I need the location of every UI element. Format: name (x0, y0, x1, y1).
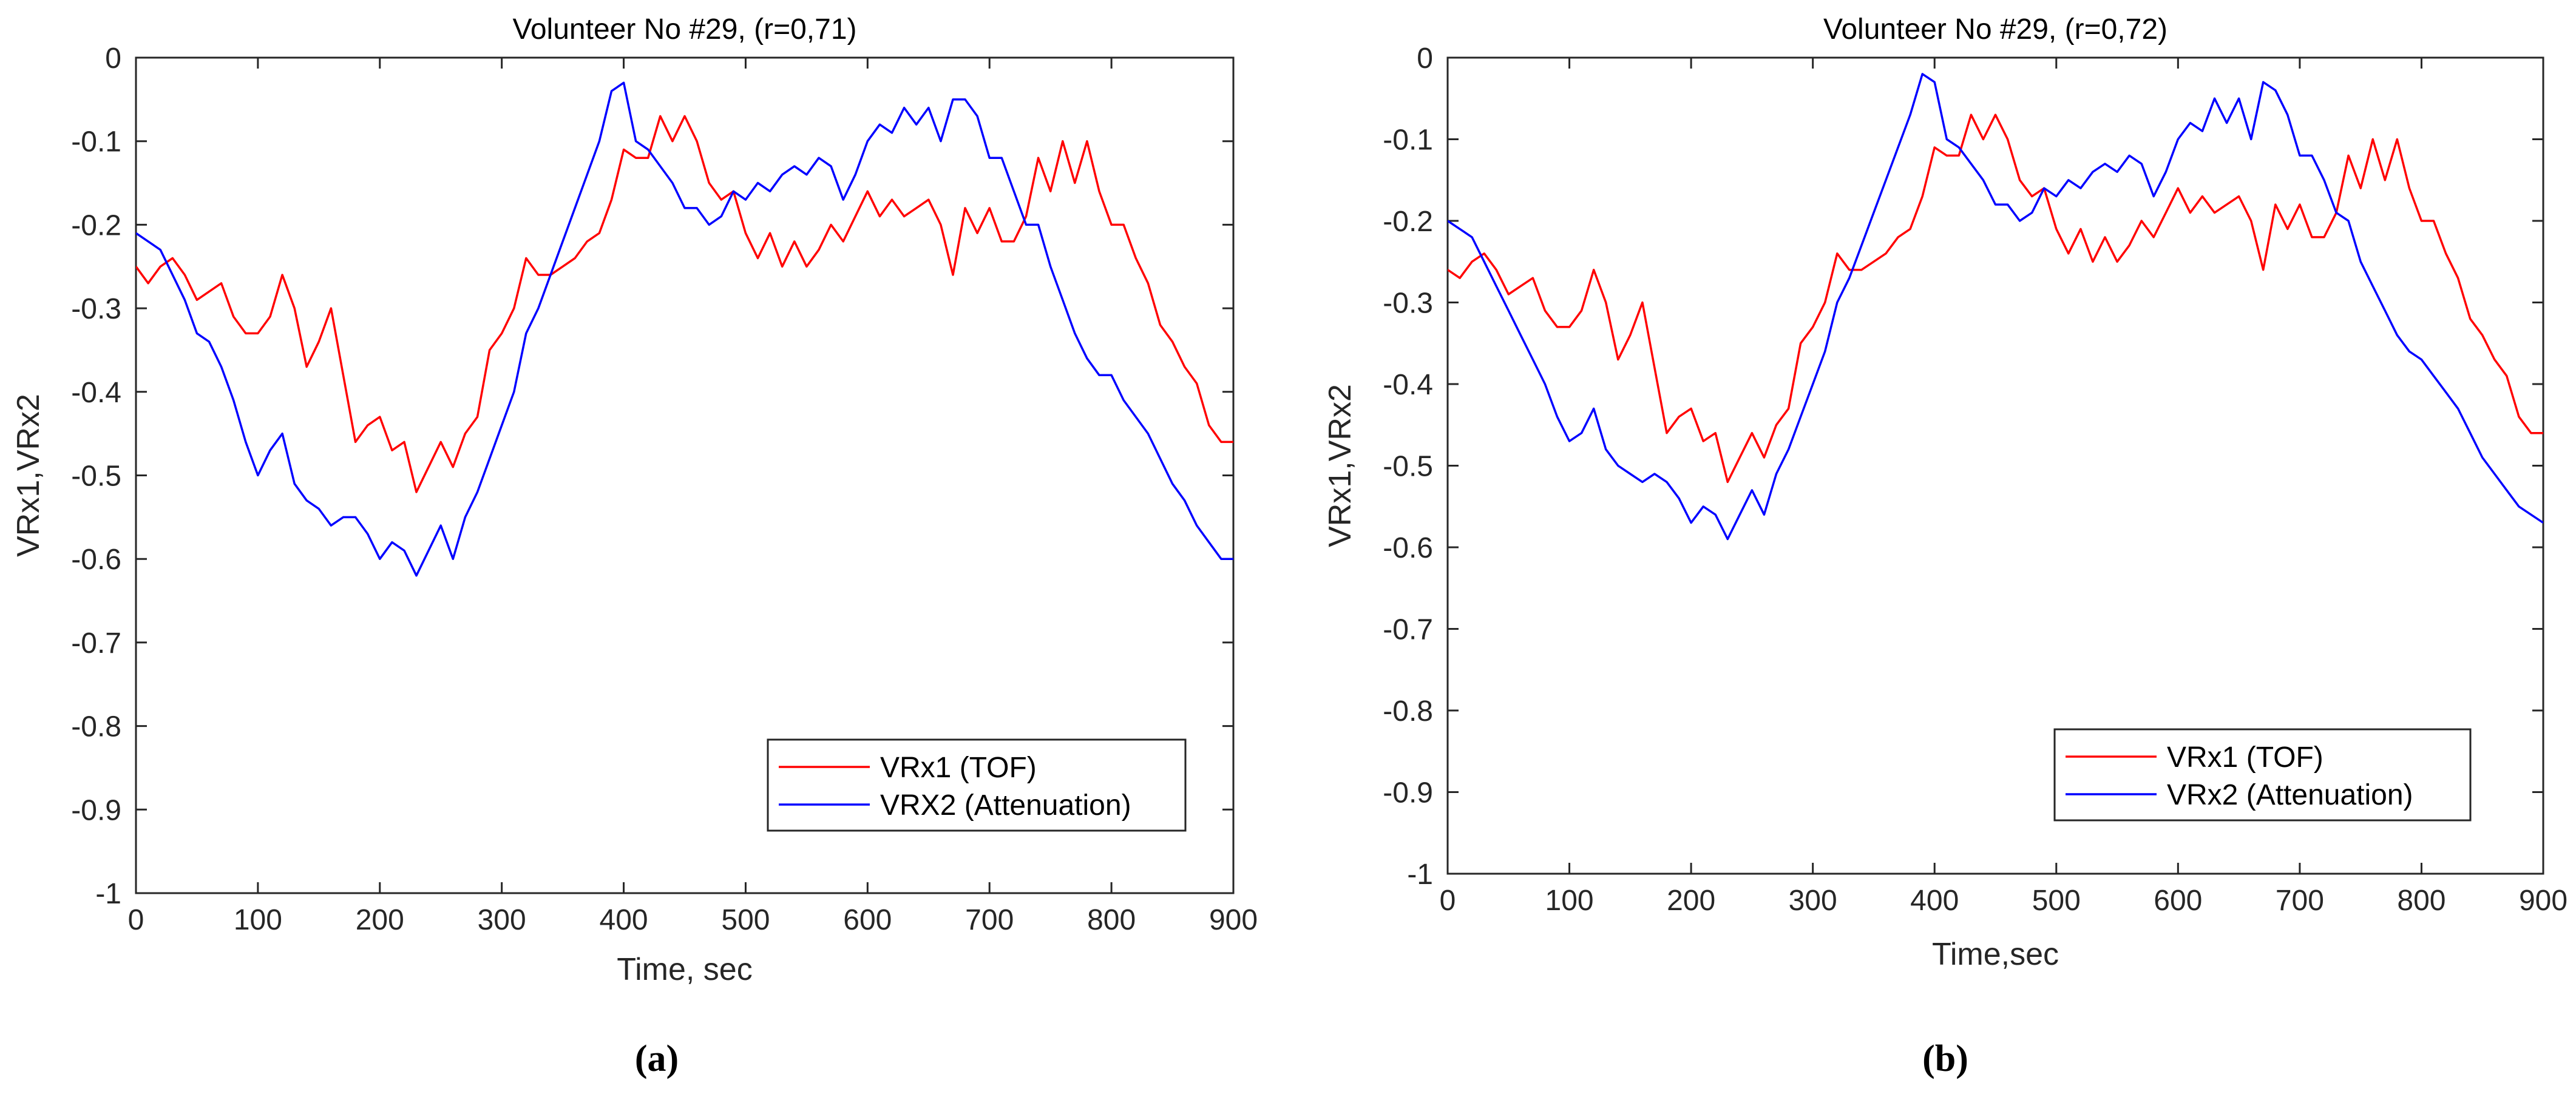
x-tick-label: 800 (2397, 885, 2446, 917)
legend-box (2053, 728, 2472, 822)
x-tick-label: 900 (2519, 885, 2568, 917)
y-tick-label: -0.8 (1383, 695, 1433, 727)
legend-label: VRx2 (Attenuation) (2167, 779, 2413, 811)
y-tick-label: -0.6 (1383, 532, 1433, 564)
x-axis-label: Time,sec (1932, 937, 2059, 972)
y-tick-label: -0.1 (71, 126, 121, 158)
y-tick-label: -0.6 (71, 544, 121, 576)
x-tick-label: 600 (2154, 885, 2202, 917)
y-tick-label: -1 (1407, 859, 1433, 891)
panel-caption: (b) (1922, 1038, 1968, 1079)
x-tick-label: 200 (356, 904, 404, 936)
x-tick-label: 100 (1545, 885, 1594, 917)
chart-panel-a: 0 100 200 300 400 500 600 700 800 900 0 -0.1 -0.2 -0.… (11, 13, 1258, 1079)
x-tick-label: 0 (1440, 885, 1456, 917)
y-tick-label: -0.7 (1383, 614, 1433, 646)
x-tick-label: 900 (1209, 904, 1258, 936)
x-tick-label: 500 (2032, 885, 2081, 917)
y-tick-label: 0 (105, 42, 121, 75)
y-tick-label: -0.3 (71, 293, 121, 325)
x-tick-label: 600 (843, 904, 892, 936)
x-tick-label: 800 (1087, 904, 1136, 936)
y-tick-label: -0.5 (1383, 451, 1433, 483)
chart-title: Volunteer No #29, (r=0,72) (1823, 13, 2168, 46)
chart-panel-b: 0 100 200 300 400 500 600 700 800 900 0 -0.1 -0.2 -0.… (1323, 13, 2568, 1079)
x-axis-label: Time, sec (617, 952, 752, 987)
series-line-vrx1-tof (1448, 113, 2543, 484)
y-tick-label: -0.4 (71, 377, 121, 409)
x-tick-label: 0 (128, 904, 144, 936)
series-line-vrx2-attenuation (136, 81, 1233, 577)
x-tick-label: 100 (234, 904, 282, 936)
series-line-vrx1-tof (136, 115, 1233, 493)
x-tick-label: 400 (600, 904, 648, 936)
x-tick-label: 300 (478, 904, 526, 936)
legend-label: VRx1 (TOF) (880, 752, 1037, 784)
y-tick-label: -0.2 (1383, 206, 1433, 238)
y-tick-label: -0.8 (71, 711, 121, 743)
y-tick-label: -1 (95, 878, 121, 910)
panel-caption: (a) (635, 1038, 679, 1079)
chart-title: Volunteer No #29, (r=0,71) (512, 13, 856, 46)
y-tick-label: -0.5 (71, 461, 121, 493)
series-line-vrx2-attenuation (1448, 73, 2543, 541)
y-tick-label: -0.1 (1383, 124, 1433, 157)
legend-box (767, 738, 1187, 832)
legend-label: VRx1 (TOF) (2167, 741, 2323, 774)
y-axis-label: VRx1,VRx2 (11, 394, 46, 557)
y-tick-label: 0 (1417, 42, 1433, 75)
y-tick-label: -0.7 (71, 627, 121, 660)
legend: VRx1 (TOF) VRX2 (Attenuation) (767, 738, 1187, 832)
legend-label: VRX2 (Attenuation) (880, 789, 1131, 822)
y-tick-label: -0.9 (71, 794, 121, 826)
y-tick-label: -0.2 (71, 209, 121, 241)
y-tick-label: -0.3 (1383, 288, 1433, 320)
y-tick-label: -0.4 (1383, 369, 1433, 401)
legend: VRx1 (TOF) VRx2 (Attenuation) (2053, 728, 2472, 822)
x-tick-label: 500 (721, 904, 770, 936)
x-tick-label: 700 (965, 904, 1014, 936)
x-tick-label: 400 (1910, 885, 1959, 917)
y-axis-label: VRx1,VRx2 (1323, 384, 1358, 547)
x-tick-label: 300 (1789, 885, 1837, 917)
y-tick-label: -0.9 (1383, 777, 1433, 809)
x-tick-label: 700 (2276, 885, 2324, 917)
x-tick-label: 200 (1667, 885, 1715, 917)
